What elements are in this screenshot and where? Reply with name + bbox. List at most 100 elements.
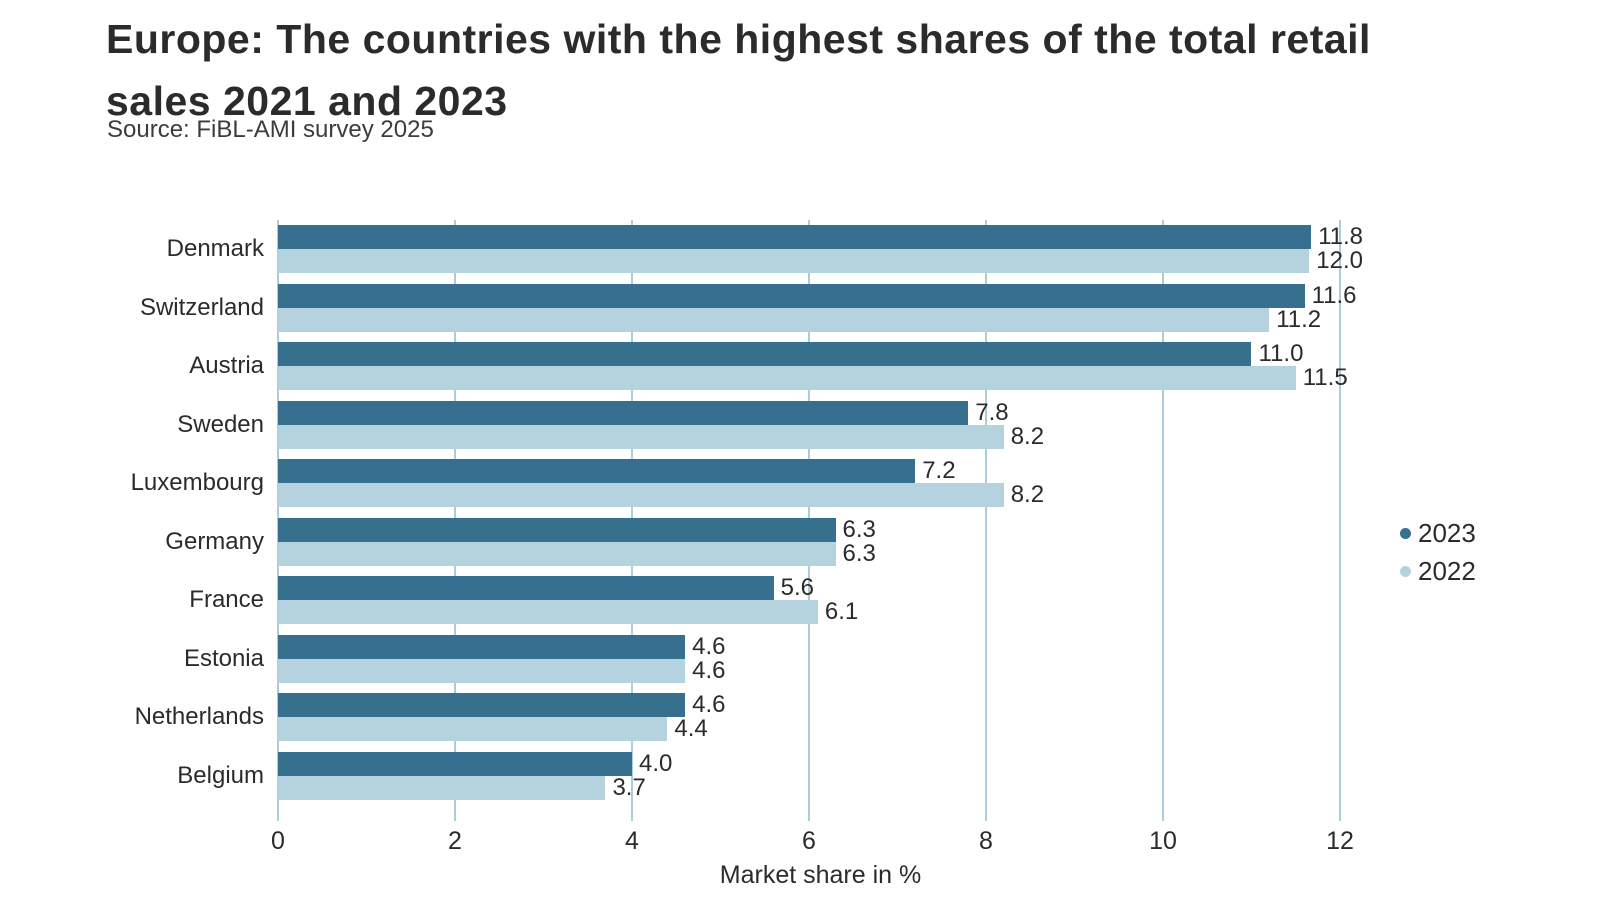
bar-2023 — [278, 342, 1252, 367]
x-tick-label: 4 — [625, 827, 639, 855]
value-label: 4.6 — [692, 632, 726, 660]
x-tick-label: 10 — [1149, 827, 1177, 855]
legend-dot-icon — [1400, 528, 1411, 539]
legend-dot-icon — [1400, 566, 1411, 577]
country-row: Germany 6.3 6.3 — [108, 513, 1363, 572]
value-label: 11.6 — [1311, 281, 1357, 309]
bar-line: 12.0 — [278, 247, 1363, 275]
category-label: France — [189, 586, 264, 614]
legend-item-2022: 2022 — [1400, 556, 1476, 587]
bar-chart: Denmark 11.8 12.0 Switzerland 11.6 11.2 Austri… — [108, 220, 1408, 889]
value-label: 5.6 — [780, 574, 814, 602]
source-line: Source: FiBL-AMI survey 2025 — [107, 116, 434, 143]
bar-2023 — [278, 459, 916, 484]
value-label: 6.3 — [842, 515, 876, 543]
bar-2023 — [278, 576, 774, 601]
value-label: 6.3 — [842, 539, 876, 567]
bar-line: 3.7 — [278, 773, 1363, 801]
x-tick-label: 12 — [1326, 827, 1354, 855]
bar-2023 — [278, 517, 836, 542]
x-tick-label: 2 — [448, 827, 462, 855]
category-label: Luxembourg — [130, 469, 264, 497]
bar-pair: 4.6 4.6 — [278, 632, 1363, 684]
country-row: Switzerland 11.6 11.2 — [108, 279, 1363, 338]
legend: 2023 2022 — [1400, 518, 1476, 587]
value-label: 8.2 — [1010, 422, 1045, 450]
country-row: Belgium 4.0 3.7 — [108, 747, 1363, 806]
legend-item-2023: 2023 — [1400, 518, 1476, 549]
x-tick-label: 0 — [271, 827, 285, 855]
bar-line: 8.2 — [278, 422, 1363, 450]
value-label: 8.2 — [1010, 481, 1045, 509]
value-label: 11.8 — [1318, 223, 1363, 251]
bar-line: 6.3 — [278, 539, 1363, 567]
x-axis-title: Market share in % — [719, 861, 922, 889]
country-row: Sweden 7.8 8.2 — [108, 396, 1363, 455]
bar-2022 — [278, 249, 1310, 274]
category-label: Netherlands — [134, 703, 264, 731]
bar-pair: 11.6 11.2 — [278, 281, 1363, 333]
bar-line: 8.2 — [278, 481, 1363, 509]
value-label: 12.0 — [1316, 247, 1363, 275]
value-label: 3.7 — [612, 773, 646, 801]
bar-2023 — [278, 225, 1312, 250]
legend-label: 2023 — [1418, 518, 1476, 548]
bar-line: 5.6 — [278, 574, 1363, 602]
category-label: Belgium — [177, 761, 264, 789]
bar-pair: 4.0 3.7 — [278, 749, 1363, 801]
gridline — [1338, 220, 1341, 821]
bar-pair: 11.8 12.0 — [278, 223, 1363, 275]
bar-line: 11.5 — [278, 364, 1363, 392]
bar-line: 7.8 — [278, 398, 1363, 426]
category-label: Austria — [189, 352, 264, 380]
category-label: Sweden — [177, 410, 264, 438]
bar-2022 — [278, 307, 1270, 332]
bar-2023 — [278, 751, 632, 776]
bar-line: 7.2 — [278, 457, 1363, 484]
category-label: Germany — [165, 527, 264, 555]
bar-2022 — [278, 658, 686, 683]
country-row: Luxembourg 7.2 8.2 — [108, 454, 1363, 513]
bar-line: 11.2 — [278, 305, 1363, 333]
bar-line: 4.0 — [278, 749, 1363, 777]
bar-line: 6.3 — [278, 515, 1363, 543]
bar-line: 11.8 — [278, 223, 1363, 251]
value-label: 7.8 — [975, 398, 1009, 426]
bar-line: 4.6 — [278, 656, 1363, 684]
bar-line: 4.4 — [278, 715, 1363, 743]
country-row: France 5.6 6.1 — [108, 571, 1363, 630]
bar-line: 11.0 — [278, 340, 1363, 368]
plot-area: Denmark 11.8 12.0 Switzerland 11.6 11.2 Austri… — [108, 220, 1363, 805]
bar-line: 11.6 — [278, 281, 1363, 309]
category-label: Estonia — [183, 644, 264, 672]
bar-2022 — [278, 366, 1296, 391]
bar-2023 — [278, 283, 1305, 308]
gridline — [984, 220, 987, 821]
page-title: Europe: The countries with the highest s… — [106, 16, 1371, 124]
bar-2022 — [278, 541, 836, 566]
country-row: Estonia 4.6 4.6 — [108, 630, 1363, 689]
value-label: 11.5 — [1302, 364, 1348, 392]
category-label: Switzerland — [139, 293, 264, 321]
bar-pair: 6.3 6.3 — [278, 515, 1363, 567]
value-label: 11.2 — [1276, 305, 1322, 333]
bar-2022 — [278, 483, 1004, 508]
bar-line: 6.1 — [278, 598, 1363, 626]
value-label: 6.1 — [824, 598, 859, 626]
bar-pair: 5.6 6.1 — [278, 574, 1363, 626]
x-tick-label: 8 — [979, 827, 993, 855]
value-label: 4.4 — [674, 715, 708, 743]
bar-2022 — [278, 424, 1004, 449]
value-label: 4.6 — [692, 656, 726, 684]
country-row: Austria 11.0 11.5 — [108, 337, 1363, 396]
bar-2022 — [278, 600, 818, 625]
value-label: 4.0 — [638, 749, 673, 777]
x-tick-label: 6 — [802, 827, 816, 855]
bar-pair: 4.6 4.4 — [278, 691, 1363, 743]
country-row: Denmark 11.8 12.0 — [108, 220, 1363, 279]
bar-pair: 11.0 11.5 — [278, 340, 1363, 392]
bar-pair: 7.8 8.2 — [278, 398, 1363, 450]
bar-pair: 7.2 8.2 — [278, 457, 1363, 509]
value-label: 11.0 — [1258, 340, 1304, 368]
category-label: Denmark — [166, 235, 264, 263]
